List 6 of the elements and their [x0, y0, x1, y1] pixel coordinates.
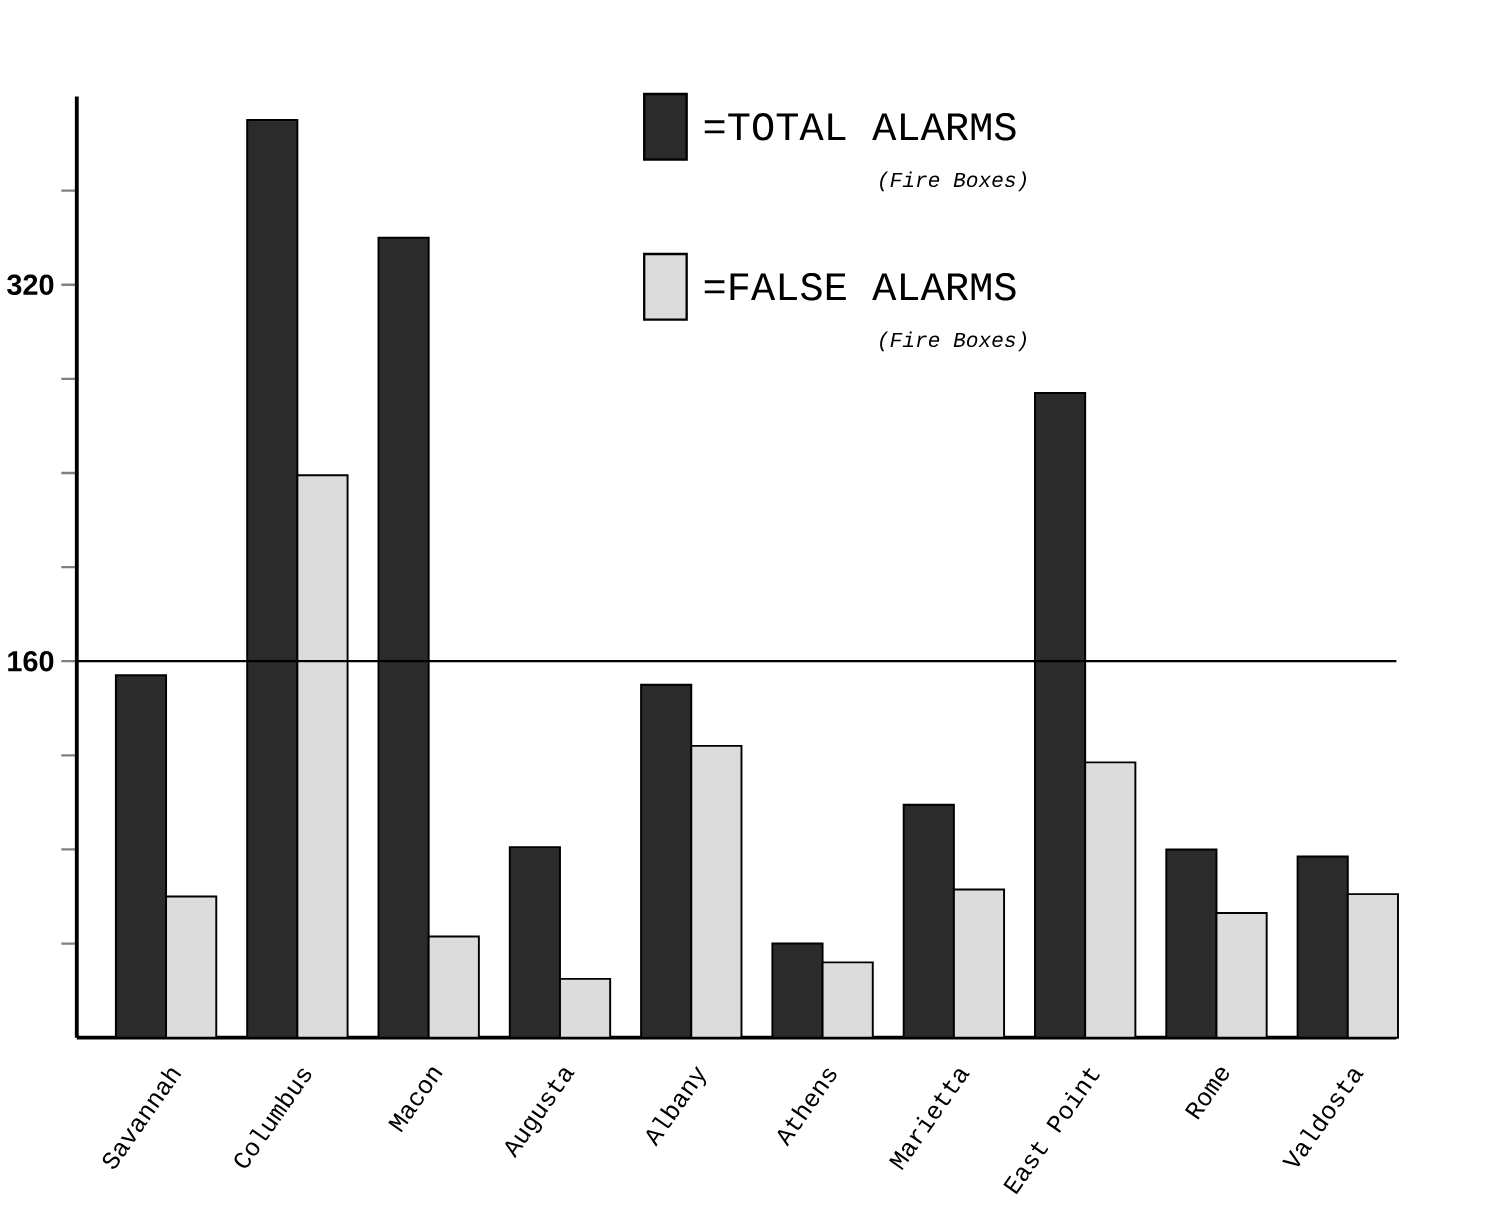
legend-label: =TOTAL ALARMS [704, 113, 1016, 141]
legend-label: =FALSE ALARMS [704, 273, 1016, 301]
y-tick-label: 160 [8, 651, 54, 672]
y-tick-label: 320 [7, 274, 54, 296]
annotation: (Fire Boxes) [880, 171, 1026, 192]
annotation: (Fire Boxes) [880, 331, 1026, 352]
